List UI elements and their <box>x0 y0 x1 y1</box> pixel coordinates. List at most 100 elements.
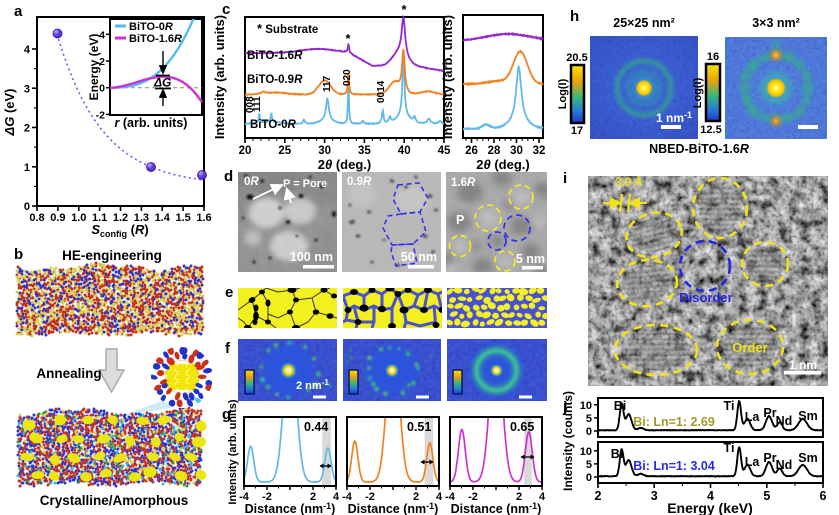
svg-text:*: * <box>401 2 407 17</box>
svg-text:26: 26 <box>465 145 478 157</box>
svg-text:* Substrate: * Substrate <box>257 21 318 36</box>
svg-text:6: 6 <box>820 489 827 503</box>
svg-text:2: 2 <box>516 491 522 503</box>
svg-text:25: 25 <box>278 145 291 157</box>
svg-text:Nd: Nd <box>776 458 793 472</box>
svg-text:0: 0 <box>586 426 592 438</box>
svg-text:Bi: Bi <box>614 399 627 413</box>
svg-text:*: * <box>345 31 351 46</box>
svg-text:0: 0 <box>586 472 592 484</box>
svg-text:2: 2 <box>413 491 419 503</box>
svg-text:Order: Order <box>732 340 767 355</box>
svg-text:0R: 0R <box>244 176 259 188</box>
svg-text:16: 16 <box>707 51 719 63</box>
svg-text:1.6: 1.6 <box>196 212 211 224</box>
svg-text:Intensity (counts): Intensity (counts) <box>561 391 575 491</box>
svg-text:0014: 0014 <box>376 80 387 103</box>
svg-text:0.65: 0.65 <box>510 420 534 434</box>
svg-text:4: 4 <box>24 44 31 56</box>
svg-text:La: La <box>745 410 761 424</box>
svg-text:-4: -4 <box>239 491 250 503</box>
svg-text:-2: -2 <box>96 109 105 121</box>
svg-text:-2: -2 <box>365 491 375 503</box>
svg-text:e: e <box>225 284 233 301</box>
svg-text:Nd: Nd <box>776 414 793 428</box>
svg-text:Sm: Sm <box>798 451 817 465</box>
svg-text:-2: -2 <box>468 491 478 503</box>
svg-text:3: 3 <box>24 83 30 95</box>
svg-text:BiTO-0.9R: BiTO-0.9R <box>247 74 303 86</box>
svg-text:10: 10 <box>580 446 592 458</box>
svg-text:a: a <box>14 3 23 20</box>
svg-text:h: h <box>570 8 579 25</box>
svg-text:2: 2 <box>24 123 30 135</box>
svg-text:0.8: 0.8 <box>29 212 44 224</box>
svg-text:4: 4 <box>333 491 340 503</box>
svg-text:Distance (nm-1): Distance (nm-1) <box>245 501 336 515</box>
svg-text:P = Pore: P = Pore <box>283 178 327 190</box>
svg-text:25×25 nm²: 25×25 nm² <box>613 16 675 30</box>
svg-text:008: 008 <box>245 96 256 113</box>
svg-text:20.5: 20.5 <box>566 52 587 64</box>
svg-text:5 nm: 5 nm <box>516 252 545 266</box>
svg-text:0.9R: 0.9R <box>347 176 372 188</box>
svg-text:0.51: 0.51 <box>407 420 431 434</box>
svg-text:12.5: 12.5 <box>700 124 721 136</box>
svg-text:1.1: 1.1 <box>92 212 107 224</box>
svg-text:1.3: 1.3 <box>134 212 149 224</box>
svg-text:HE-engineering: HE-engineering <box>62 248 162 263</box>
svg-text:f: f <box>225 340 231 357</box>
svg-text:20: 20 <box>239 145 252 157</box>
svg-text:5: 5 <box>763 489 770 503</box>
svg-text:BiTO-1.6R: BiTO-1.6R <box>129 33 182 45</box>
svg-text:2: 2 <box>595 489 602 503</box>
svg-text:5: 5 <box>586 459 592 471</box>
svg-text:j: j <box>562 399 567 416</box>
svg-text:b: b <box>14 246 23 263</box>
svg-text:28: 28 <box>488 145 501 157</box>
svg-text:1: 1 <box>24 162 30 174</box>
svg-text:45: 45 <box>438 145 451 157</box>
svg-text:50 nm: 50 nm <box>401 250 437 264</box>
svg-text:2θ (deg.): 2θ (deg.) <box>476 157 529 172</box>
svg-text:35: 35 <box>358 145 371 157</box>
svg-text:10: 10 <box>580 400 592 412</box>
svg-text:1.0: 1.0 <box>71 212 86 224</box>
svg-text:La: La <box>745 455 761 469</box>
svg-text:NBED-BiTO-1.6R: NBED-BiTO-1.6R <box>649 142 749 156</box>
svg-text:Crystalline/Amorphous: Crystalline/Amorphous <box>40 493 189 508</box>
svg-text:Annealing: Annealing <box>36 366 101 381</box>
svg-text:Bi: Ln=1: 2.69: Bi: Ln=1: 2.69 <box>633 415 715 429</box>
svg-text:1 nm-1: 1 nm-1 <box>656 110 692 125</box>
svg-text:117: 117 <box>322 75 333 92</box>
svg-text:2: 2 <box>99 56 105 68</box>
svg-text:Ti: Ti <box>724 441 735 455</box>
svg-text:30: 30 <box>318 145 331 157</box>
svg-text:111: 111 <box>252 96 263 112</box>
svg-text:Intensity (arb. units): Intensity (arb. units) <box>440 15 455 139</box>
svg-text:Intensity (arb. units): Intensity (arb. units) <box>212 15 227 139</box>
svg-text:BiTO-0R: BiTO-0R <box>129 21 173 33</box>
svg-text:4: 4 <box>539 491 546 503</box>
svg-text:17: 17 <box>571 125 583 137</box>
svg-text:0: 0 <box>99 83 105 95</box>
svg-text:100 nm: 100 nm <box>290 250 333 264</box>
svg-text:Disorder: Disorder <box>679 290 732 305</box>
svg-text:Bi: Ln=1: 3.04: Bi: Ln=1: 3.04 <box>633 459 715 473</box>
svg-text:3×3 nm²: 3×3 nm² <box>752 16 800 30</box>
svg-text:g: g <box>222 406 231 423</box>
svg-text:40: 40 <box>398 145 411 157</box>
svg-text:BiTO-1.6R: BiTO-1.6R <box>247 50 303 62</box>
svg-text:Intensity (arb. units): Intensity (arb. units) <box>227 399 239 504</box>
svg-text:020: 020 <box>342 69 353 86</box>
svg-text:d: d <box>224 168 233 185</box>
svg-text:Energy (eV): Energy (eV) <box>87 34 101 101</box>
svg-text:ΔG: ΔG <box>153 76 171 90</box>
svg-text:3.0 Å: 3.0 Å <box>615 176 643 189</box>
svg-text:BiTO-0R: BiTO-0R <box>250 119 297 131</box>
svg-text:P: P <box>456 213 464 227</box>
svg-text:32: 32 <box>533 145 546 157</box>
svg-text:0.9: 0.9 <box>50 212 65 224</box>
svg-text:Log(I): Log(I) <box>557 78 569 109</box>
svg-text:2: 2 <box>310 491 316 503</box>
